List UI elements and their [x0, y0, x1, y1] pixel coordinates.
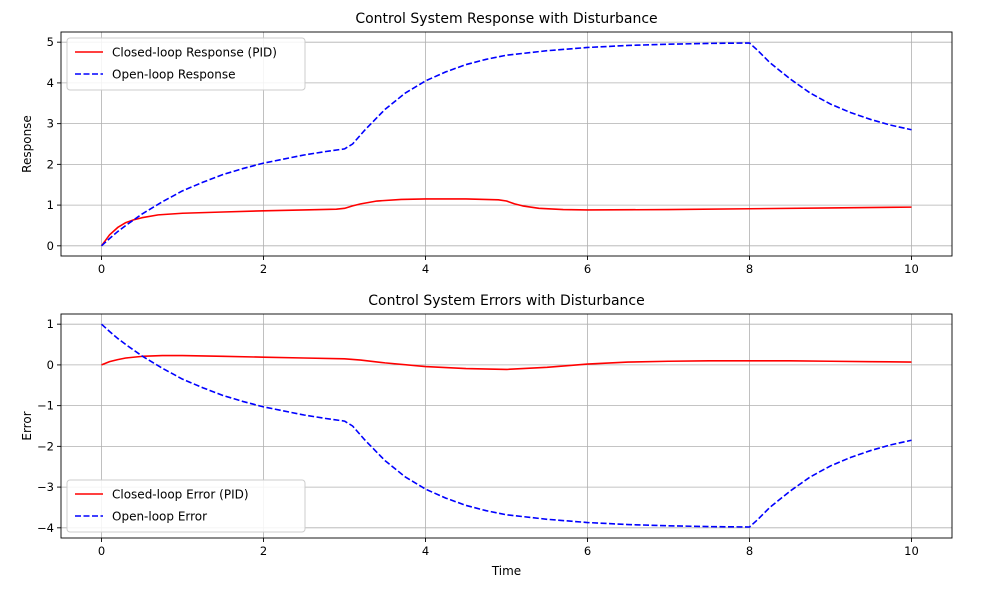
x-tick-label: 10 [904, 262, 919, 276]
y-tick-label: −2 [37, 439, 54, 453]
series-line-open-loop-error [100, 323, 912, 528]
x-tick-label: 4 [422, 544, 429, 558]
x-tick-label: 6 [584, 544, 591, 558]
x-tick-label: 4 [422, 262, 429, 276]
x-axis-label: Time [491, 564, 521, 578]
chart-title: Control System Errors with Disturbance [368, 293, 644, 309]
y-tick-label: 2 [47, 157, 54, 171]
x-tick-label: 10 [904, 544, 919, 558]
y-tick-label: 3 [47, 117, 54, 131]
legend-label: Open-loop Error [112, 510, 207, 524]
legend-label: Open-loop Response [112, 68, 235, 82]
legend-box [66, 37, 306, 91]
y-axis-label: Response [20, 115, 34, 173]
y-tick-label: −4 [37, 521, 54, 535]
legend: Closed-loop Error (PID) Open-loop Error [66, 479, 306, 533]
x-tick-label: 6 [584, 262, 591, 276]
legend-box [66, 479, 306, 533]
y-tick-label: 5 [47, 35, 54, 49]
legend-label: Closed-loop Error (PID) [112, 488, 249, 502]
x-tick-label: 2 [260, 262, 267, 276]
series-group [100, 323, 912, 528]
y-tick-label: 0 [47, 239, 54, 253]
y-tick-label: 1 [47, 198, 54, 212]
x-tick-label: 2 [260, 544, 267, 558]
legend-label: Closed-loop Response (PID) [112, 46, 277, 60]
series-group [100, 42, 912, 247]
axes-frame [60, 313, 953, 539]
y-tick-label: 4 [47, 76, 54, 90]
chart-title: Control System Response with Disturbance [355, 11, 657, 27]
y-tick-label: 0 [47, 358, 54, 372]
y-tick-label: −1 [37, 399, 54, 413]
series-line-closed-loop-response-pid [100, 198, 912, 247]
series-line-open-loop-response [100, 42, 912, 247]
x-tick-label: 8 [746, 544, 753, 558]
subplot-1: 0 2 4 6 8 10 0 1 2 3 4 5 Control System Response wit… [20, 11, 953, 276]
x-tick-label: 0 [98, 262, 105, 276]
legend: Closed-loop Response (PID) Open-loop Resp… [66, 37, 306, 91]
y-tick-label: −3 [37, 480, 54, 494]
series-line-closed-loop-error-pid [101, 354, 912, 371]
x-tick-label: 8 [746, 262, 753, 276]
y-axis-label: Error [20, 411, 34, 440]
axes-frame [60, 31, 953, 257]
y-tick-label: 1 [47, 317, 54, 331]
x-tick-label: 0 [98, 544, 105, 558]
